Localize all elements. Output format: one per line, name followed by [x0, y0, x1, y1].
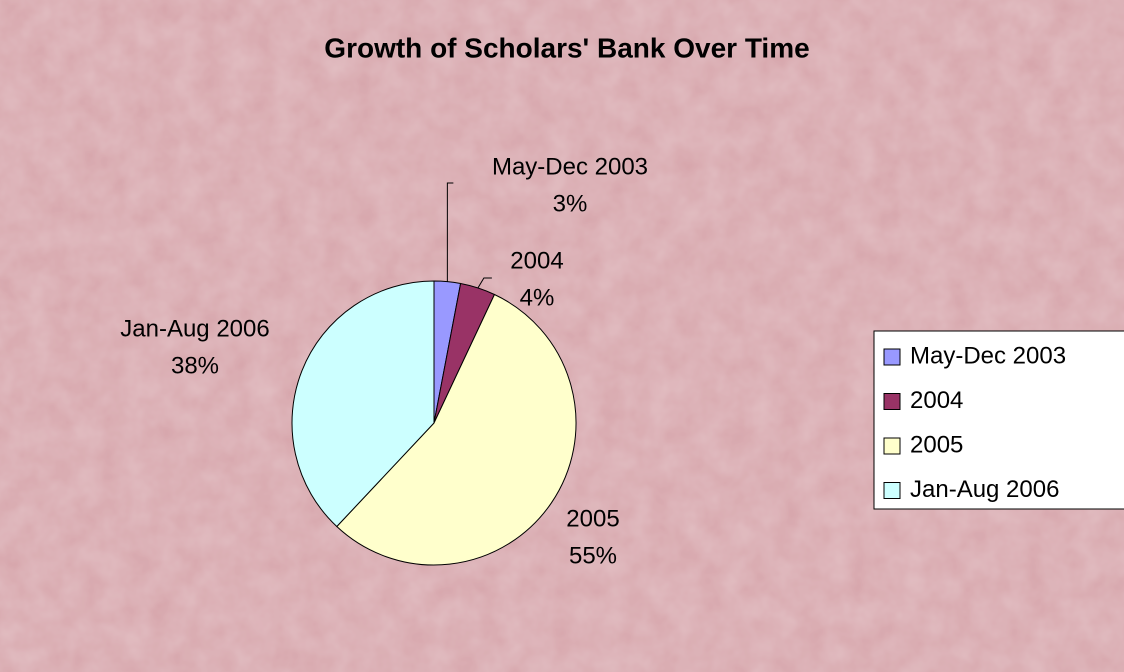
- data-label-name: 2005: [566, 505, 619, 532]
- data-label-name: 2004: [510, 247, 563, 274]
- data-label: 38%: [171, 352, 219, 379]
- data-label: 4%: [520, 284, 555, 311]
- pie-slice: [291, 280, 435, 528]
- legend-swatch: [883, 348, 901, 366]
- legend-swatch: [883, 393, 901, 410]
- legend-label: Jan-Aug 2006: [910, 476, 1059, 503]
- chart-title: Growth of Scholars' Bank Over Time: [324, 32, 809, 63]
- legend-swatch: [883, 437, 901, 455]
- leader-line: [446, 182, 454, 282]
- data-label: 3%: [553, 190, 588, 217]
- data-label-name: May-Dec 2003: [492, 153, 648, 180]
- pie-slice: [336, 293, 577, 566]
- data-label: 55%: [569, 542, 617, 569]
- legend-label: May-Dec 2003: [910, 342, 1066, 369]
- data-label-name: Jan-Aug 2006: [120, 315, 269, 342]
- legend-label: 2005: [910, 431, 963, 458]
- legend: [873, 330, 1124, 510]
- legend-swatch: [883, 482, 901, 499]
- legend-label: 2004: [910, 387, 963, 414]
- leader-line: [477, 277, 492, 289]
